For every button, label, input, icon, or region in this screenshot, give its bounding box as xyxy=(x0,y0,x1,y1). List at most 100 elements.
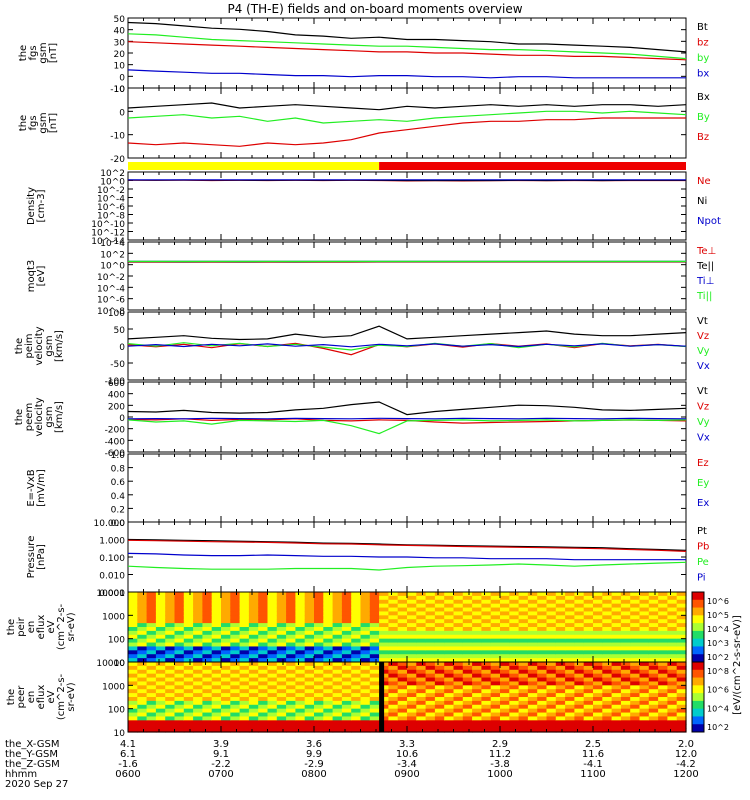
spectrogram-cell xyxy=(258,599,269,605)
spectrogram-cell xyxy=(518,658,529,663)
spectrogram-cell xyxy=(407,685,417,690)
spectrogram-cell xyxy=(295,716,306,721)
spectrogram-cell xyxy=(648,638,659,644)
spectrogram-cell xyxy=(267,592,278,597)
spectrogram-cell xyxy=(369,658,380,663)
spectrogram-cell xyxy=(555,665,566,671)
spectrogram-cell xyxy=(230,654,241,659)
spectrogram-cell xyxy=(137,708,148,714)
spectrogram-cell xyxy=(509,728,520,733)
y-tick-label: 0.2 xyxy=(111,505,125,515)
spectrogram-cell xyxy=(481,646,492,651)
spectrogram-cell xyxy=(295,623,306,628)
spectrogram-cell xyxy=(648,619,659,624)
spectrogram-cell xyxy=(574,638,585,644)
spectrogram-cell xyxy=(444,627,455,632)
spectrogram-cell xyxy=(658,638,668,644)
spectrogram-cell xyxy=(620,677,631,683)
spectrogram-cell xyxy=(276,658,287,663)
spectrogram-cell xyxy=(258,646,269,651)
spectrogram-cell xyxy=(221,685,231,690)
spectrogram-cell xyxy=(137,704,148,710)
spectrogram-cell xyxy=(239,673,250,679)
spectrogram-cell xyxy=(583,697,594,702)
spectrogram-cell xyxy=(314,658,324,663)
spectrogram-cell xyxy=(546,697,557,702)
spectrogram-cell xyxy=(593,724,603,729)
spectrogram-cell xyxy=(639,724,650,729)
spectrogram-cell xyxy=(537,658,548,663)
spectrogram-cell xyxy=(323,708,334,714)
spectrogram-cell xyxy=(425,693,436,698)
spectrogram-cell xyxy=(602,681,613,686)
spectrogram-cell xyxy=(397,677,408,683)
spectrogram-cell xyxy=(146,592,157,597)
spectrogram-cell xyxy=(630,658,641,663)
spectrogram-cell xyxy=(137,654,148,659)
spectrogram-cell xyxy=(565,665,575,671)
spectrogram-cell xyxy=(555,669,566,675)
spectrogram-cell xyxy=(630,728,641,733)
spectrogram-cell xyxy=(276,665,287,671)
spectrogram-cell xyxy=(462,603,473,609)
spectrogram-cell xyxy=(174,658,185,663)
spectrogram-cell xyxy=(332,638,343,644)
spectrogram-cell xyxy=(537,724,548,729)
y-axis-label: fgs xyxy=(28,45,39,60)
spectrogram-cell xyxy=(462,654,473,659)
spectrogram-cell xyxy=(453,704,464,710)
spectrogram-cell xyxy=(425,724,436,729)
spectrogram-cell xyxy=(648,646,659,651)
spectrogram-cell xyxy=(593,677,603,683)
spectrogram-cell xyxy=(397,619,408,624)
spectrogram-cell xyxy=(360,708,371,714)
spectrogram-cell xyxy=(128,607,138,613)
spectrogram-cell xyxy=(230,662,241,667)
spectrogram-cell xyxy=(453,708,464,714)
spectrogram-cell xyxy=(174,603,185,609)
spectrogram-cell xyxy=(221,654,231,659)
spectrogram-cell xyxy=(518,685,529,690)
spectrogram-cell xyxy=(500,712,510,718)
spectrogram-cell xyxy=(425,611,436,616)
spectrogram-cell xyxy=(276,607,287,613)
spectrogram-cell xyxy=(667,627,678,632)
spectrogram-cell xyxy=(602,677,613,683)
spectrogram-cell xyxy=(462,615,473,620)
spectrogram-cell xyxy=(658,677,668,683)
spectrogram-cell xyxy=(676,697,687,702)
spectrogram-cell xyxy=(332,677,343,683)
x-tick-label: 1200 xyxy=(673,769,698,780)
spectrogram-cell xyxy=(444,669,455,675)
spectrogram-cell xyxy=(490,677,501,683)
spectrogram-cell xyxy=(146,603,157,609)
spectrogram-cell xyxy=(155,595,166,601)
spectrogram-cell xyxy=(360,599,371,605)
spectrogram-cell xyxy=(397,669,408,675)
spectrogram-cell xyxy=(593,615,603,620)
spectrogram-cell xyxy=(555,642,566,648)
spectrogram-cell xyxy=(193,654,203,659)
spectrogram-cell xyxy=(583,646,594,651)
spectrogram-cell xyxy=(295,697,306,702)
spectrogram-cell xyxy=(583,638,594,644)
x-tick-label: 3.9 xyxy=(213,739,229,750)
spectrogram-cell xyxy=(462,716,473,721)
spectrogram-cell xyxy=(258,619,269,624)
spectrogram-cell xyxy=(323,712,334,718)
spectrogram-cell xyxy=(546,630,557,636)
spectrogram-cell xyxy=(462,592,473,597)
spectrogram-cell xyxy=(481,712,492,718)
spectrogram-cell xyxy=(593,658,603,663)
spectrogram-cell xyxy=(351,623,362,628)
spectrogram-cell xyxy=(620,630,631,636)
spectrogram-cell xyxy=(667,592,678,597)
spectrogram-cell xyxy=(481,716,492,721)
y-axis-label: the xyxy=(14,338,25,354)
spectrogram-cell xyxy=(407,673,417,679)
spectrogram-cell xyxy=(221,619,231,624)
spectrogram-cell xyxy=(323,646,334,651)
series-line xyxy=(127,342,687,356)
spectrogram-cell xyxy=(462,595,473,601)
spectrogram-cell xyxy=(416,677,427,683)
